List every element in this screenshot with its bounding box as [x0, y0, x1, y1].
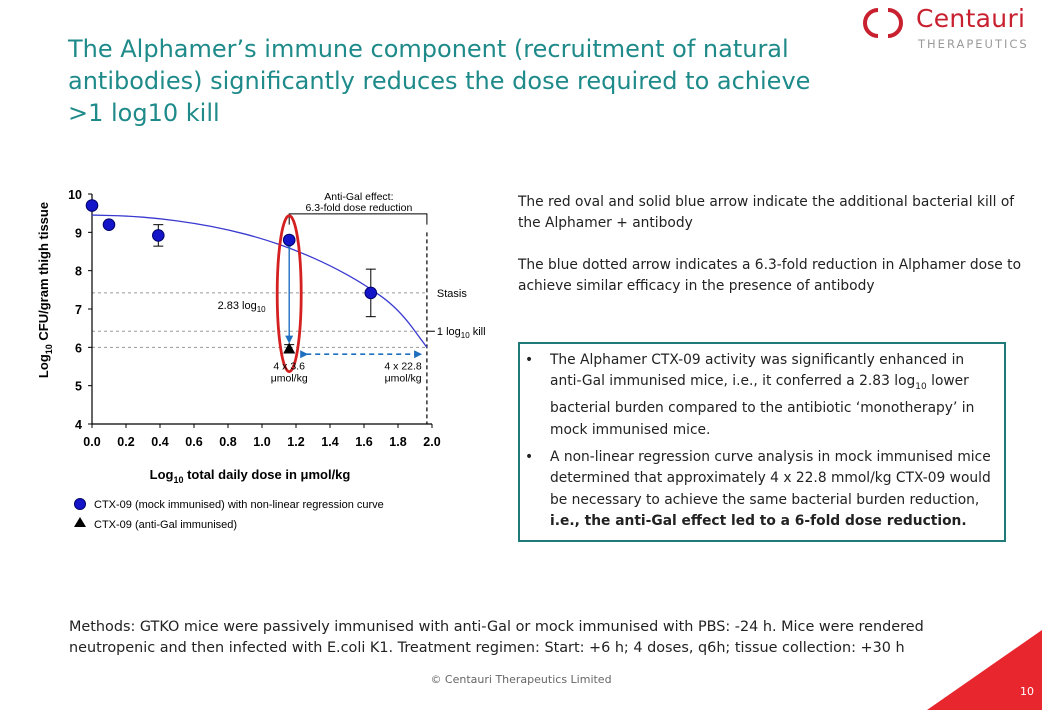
x-tick-label: 1.0 — [253, 435, 270, 449]
dose-label: μmol/kg — [271, 373, 308, 385]
title-line: antibodies) significantly reduces the do… — [68, 67, 811, 95]
bullet-subscript: 10 — [915, 382, 927, 393]
legend-marker-circle — [74, 498, 86, 510]
summary-box: • The Alphamer CTX-09 activity was signif… — [518, 342, 1006, 542]
reference-lines: Stasis 1 log10 kill — [92, 232, 486, 424]
x-tick-label: 0.4 — [151, 435, 168, 449]
x-tick-label: 0.0 — [83, 435, 100, 449]
regression-curve — [91, 214, 428, 348]
bullet-text: A non-linear regression curve analysis i… — [550, 448, 991, 508]
x-axis-label-part: total daily dose in μmol/kg — [183, 467, 350, 482]
data-point-circle — [364, 286, 378, 300]
legend-label: CTX-09 (mock immunised) with non-linear … — [94, 499, 384, 511]
data-point-circle — [152, 229, 165, 242]
chart-annotations: Anti-Gal effect:6.3-fold dose reduction 2… — [218, 191, 428, 385]
y-axis-label-part: Log — [36, 354, 51, 378]
reference-line-label: Stasis — [437, 288, 467, 300]
note-blue-dotted-arrow: The blue dotted arrow indicates a 6.3-fo… — [518, 257, 1022, 294]
regression-curve-group — [91, 214, 428, 348]
bullet-text-bold: i.e., the anti-Gal effect led to a 6-fol… — [550, 512, 967, 529]
logo-subtitle: THERAPEUTICS — [918, 37, 1029, 51]
x-tick-label: 1.6 — [355, 435, 372, 449]
bracket-label: 6.3-fold dose reduction — [305, 202, 412, 214]
x-tick-label: 1.8 — [389, 435, 406, 449]
x-axis-label: Log10 total daily dose in μmol/kg — [150, 467, 351, 485]
y-tick-label: 5 — [75, 380, 82, 394]
copyright-footer: © Centauri Therapeutics Limited — [430, 673, 612, 686]
effect-bracket — [288, 213, 428, 225]
summary-list: • The Alphamer CTX-09 activity was signif… — [520, 344, 1004, 532]
y-axis-label-part: CFU/gram thigh tissue — [36, 202, 51, 344]
reference-line-label: 1 log10 kill — [437, 326, 486, 340]
y-tick-label: 7 — [75, 303, 82, 317]
kill-label: 2.83 log10 — [218, 300, 267, 314]
page-number: 10 — [1020, 685, 1034, 698]
list-item: • The Alphamer CTX-09 activity was signif… — [525, 350, 996, 441]
y-axis-label: Log10 CFU/gram thigh tissue — [36, 202, 54, 378]
y-tick-label: 6 — [75, 341, 82, 355]
data-point-circle — [282, 233, 296, 247]
dose-response-chart: Stasis 1 log10 kill 0.0 0.2 0.4 0.6 0.8 1.0 1.2… — [36, 188, 486, 531]
y-tick-label: 10 — [68, 188, 82, 202]
x-tick-label: 2.0 — [423, 435, 440, 449]
x-tick-label: 0.8 — [219, 435, 236, 449]
note-red-oval: The red oval and solid blue arrow indica… — [518, 194, 1015, 231]
legend-marker-triangle — [74, 517, 86, 527]
title-line: >1 log10 kill — [68, 99, 220, 127]
logo-name: Centauri — [916, 4, 1026, 33]
x-tick-label: 0.2 — [117, 435, 134, 449]
bullet-text: The Alphamer CTX-09 activity was signifi… — [550, 352, 965, 390]
chart-legend: CTX-09 (mock immunised) with non-linear … — [74, 498, 384, 531]
methods-text: Methods: GTKO mice were passively immuni… — [69, 619, 924, 656]
x-tick-label: 1.2 — [287, 435, 304, 449]
data-point-circle — [102, 218, 116, 231]
dose-label: 4 x 3.6 — [273, 361, 305, 373]
bullet-icon: • — [525, 448, 534, 465]
legend-label: CTX-09 (anti-Gal immunised) — [94, 519, 237, 531]
bracket-label: Anti-Gal effect: — [324, 191, 393, 203]
y-tick-label: 8 — [75, 265, 82, 279]
y-tick-label: 9 — [75, 226, 82, 240]
chart-axes: 0.0 0.2 0.4 0.6 0.8 1.0 1.2 1.4 1.6 1.8 2.0 4 5 6 7 8 9 1… — [68, 188, 441, 449]
title-line: The Alphamer’s immune component (recruit… — [68, 35, 789, 63]
data-points — [85, 199, 378, 354]
highlight-oval — [275, 214, 303, 374]
company-logo: Centauri THERAPEUTICS — [862, 4, 1034, 54]
dose-label: 4 x 22.8 — [384, 361, 422, 373]
x-axis-label-sub: 10 — [173, 475, 183, 485]
slide-title: The Alphamer’s immune component (recruit… — [68, 33, 868, 129]
data-point-triangle — [283, 342, 296, 354]
x-tick-label: 0.6 — [185, 435, 202, 449]
centauri-logo-icon — [863, 8, 903, 38]
dose-label: μmol/kg — [385, 373, 422, 385]
y-tick-label: 4 — [75, 418, 82, 432]
bullet-text: lower bacterial burden compared to the a… — [550, 373, 975, 438]
data-point-circle — [85, 199, 99, 212]
bullet-icon: • — [525, 352, 534, 368]
x-axis-label-part: Log — [150, 467, 174, 482]
y-axis-label-sub: 10 — [44, 344, 54, 354]
x-tick-label: 1.4 — [321, 435, 338, 449]
list-item: • A non-linear regression curve analysis … — [525, 447, 996, 532]
corner-triangle — [927, 630, 1042, 710]
